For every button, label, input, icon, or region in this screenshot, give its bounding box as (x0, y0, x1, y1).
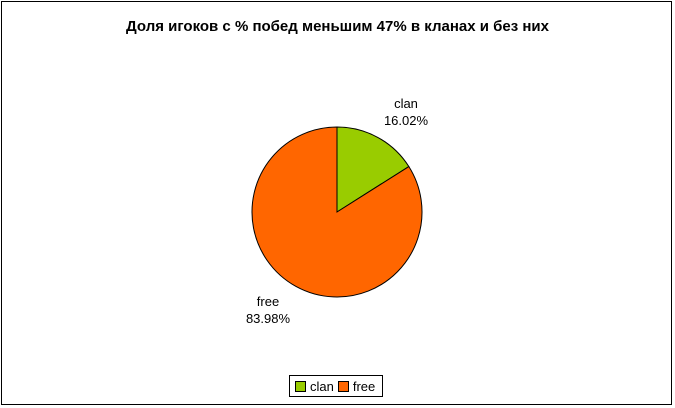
slice-name-clan: clan (394, 96, 418, 111)
slice-value-free: 83.98% (246, 311, 291, 326)
pie-slice-clan (336, 126, 410, 213)
pie-slice-free (251, 126, 423, 298)
slice-name-free: free (257, 294, 279, 309)
legend-label-clan: clan (310, 378, 334, 394)
legend-swatch-clan (295, 380, 306, 392)
slice-value-clan: 16.02% (384, 113, 429, 128)
legend: clan free (289, 375, 383, 397)
legend-label-free: free (352, 378, 376, 394)
legend-item-clan: clan (295, 379, 334, 394)
legend-swatch-free (337, 380, 349, 392)
chart-title: Доля игоков с % побед меньшим 47% в клан… (126, 18, 549, 35)
legend-item-free: free (337, 378, 376, 394)
